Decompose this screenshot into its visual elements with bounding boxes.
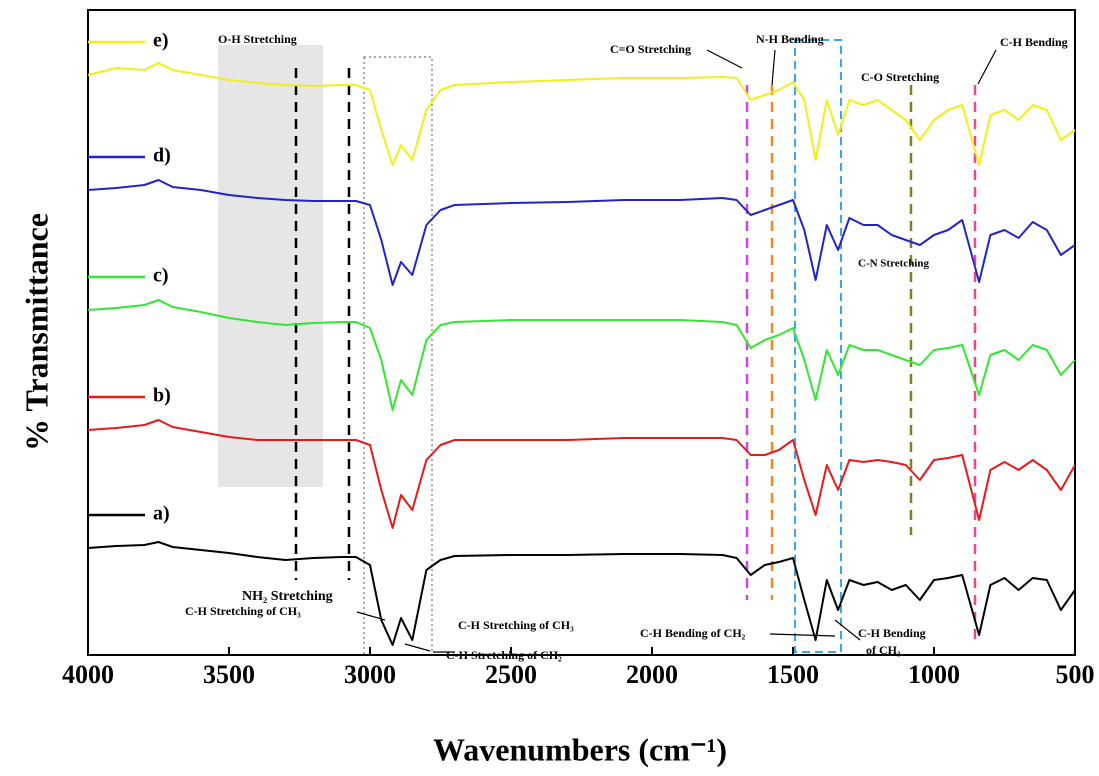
plot-frame bbox=[87, 9, 1076, 656]
spectrum-line bbox=[87, 299, 1076, 411]
annotation: C-H Stretching of CH₂ bbox=[446, 648, 562, 662]
x-tick-label: 3500 bbox=[203, 660, 255, 689]
x-tick-label: 2000 bbox=[626, 660, 678, 689]
x-tick-label: 1000 bbox=[908, 660, 960, 689]
shaded-region bbox=[218, 45, 323, 487]
annotation: C-H Bending bbox=[858, 626, 926, 640]
x-tick-label: 500 bbox=[1056, 660, 1095, 689]
arrow bbox=[977, 49, 997, 85]
y-axis-label: % Transmittance bbox=[18, 213, 54, 451]
legend-label: e) bbox=[153, 30, 169, 52]
spectrum-line bbox=[87, 179, 1076, 286]
arrow bbox=[404, 643, 431, 652]
spectrum-line bbox=[87, 419, 1076, 529]
annotation: NH₂ Stretching bbox=[242, 589, 333, 604]
legend-label: c) bbox=[153, 265, 169, 287]
annotation: N-H Bending bbox=[756, 32, 824, 46]
annotation: C-N Stretching bbox=[858, 258, 929, 270]
arrow bbox=[769, 633, 836, 637]
dashed-box bbox=[794, 39, 842, 653]
annotation: C-H Bending bbox=[1000, 35, 1068, 49]
x-tick-label: 4000 bbox=[62, 660, 114, 689]
annotation: of CH₃ bbox=[866, 643, 901, 657]
arrow bbox=[834, 619, 861, 641]
arrow bbox=[706, 49, 743, 69]
spectrum-line bbox=[87, 541, 1076, 646]
annotation: C-O Stretching bbox=[861, 70, 939, 84]
x-tick-label: 3000 bbox=[344, 660, 396, 689]
annotation: C=O Stretching bbox=[610, 42, 691, 56]
legend-label: a) bbox=[153, 503, 170, 525]
legend-label: b) bbox=[153, 385, 171, 407]
x-tick-label: 2500 bbox=[485, 660, 537, 689]
annotation: O-H Stretching bbox=[218, 32, 297, 46]
arrow bbox=[771, 49, 776, 86]
x-tick-label: 1500 bbox=[767, 660, 819, 689]
x-axis-label: Wavenumbers (cm⁻¹) bbox=[433, 731, 727, 767]
legend-label: d) bbox=[153, 145, 171, 167]
annotation: C-H Stretching of CH₃ bbox=[185, 604, 301, 618]
annotation: C-H Stretching of CH₃ bbox=[458, 618, 574, 632]
annotation: C-H Bending of CH₂ bbox=[640, 626, 746, 640]
spectrum-line bbox=[87, 62, 1076, 166]
arrows bbox=[356, 49, 997, 653]
